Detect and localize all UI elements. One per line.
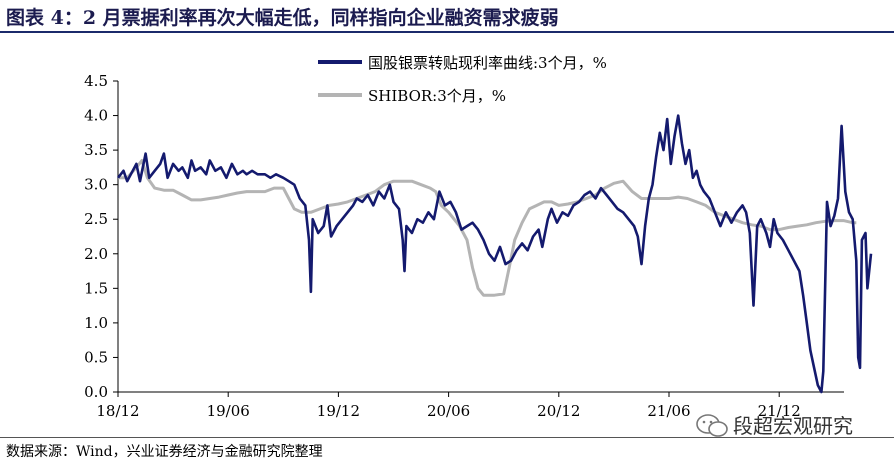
legend: 国股银票转贴现利率曲线:3个月，% SHIBOR:3个月，% [318, 54, 607, 105]
x-tick-label: 20/06 [427, 402, 470, 420]
y-tick-label: 0.0 [84, 383, 108, 401]
y-tick-label: 1.5 [84, 279, 108, 297]
legend-label-shibor: SHIBOR:3个月，% [368, 87, 506, 105]
y-axis-ticks: 0.0 0.5 1.0 1.5 2.0 2.5 3.0 3.5 4.0 4.5 [84, 72, 118, 401]
title-divider [0, 31, 894, 33]
source-note: 数据来源：Wind，兴业证券经济与金融研究院整理 [6, 444, 323, 460]
x-tick-label: 19/06 [207, 402, 250, 420]
y-tick-label: 2.0 [84, 245, 108, 263]
chart-title: 图表 4：2 月票据利率再次大幅走低，同样指向企业融资需求疲弱 [6, 7, 559, 29]
x-axis-ticks: 18/12 19/06 19/12 20/06 20/12 21/06 21/12 [96, 392, 801, 420]
y-tick-label: 3.5 [84, 141, 108, 159]
series-line-shibor [118, 159, 857, 297]
y-tick-label: 4.0 [84, 107, 108, 125]
series-line-bill-rate [116, 114, 873, 394]
legend-label-bill-rate: 国股银票转贴现利率曲线:3个月，% [368, 54, 607, 72]
x-tick-label: 20/12 [537, 402, 580, 420]
y-tick-label: 1.0 [84, 314, 108, 332]
x-tick-label: 21/12 [758, 402, 801, 420]
y-tick-label: 4.5 [84, 72, 108, 90]
watermark-text: 段超宏观研究 [733, 414, 853, 438]
y-tick-label: 0.5 [84, 348, 108, 366]
x-tick-label: 21/06 [647, 402, 690, 420]
y-tick-label: 3.0 [84, 176, 108, 194]
wechat-icon [696, 414, 728, 437]
x-tick-label: 19/12 [317, 402, 360, 420]
y-tick-label: 2.5 [84, 210, 108, 228]
line-chart: 0.0 0.5 1.0 1.5 2.0 2.5 3.0 3.5 4.0 4.5 18/12 19/0… [84, 54, 873, 420]
footer-divider [0, 437, 894, 438]
x-tick-label: 18/12 [96, 402, 139, 420]
